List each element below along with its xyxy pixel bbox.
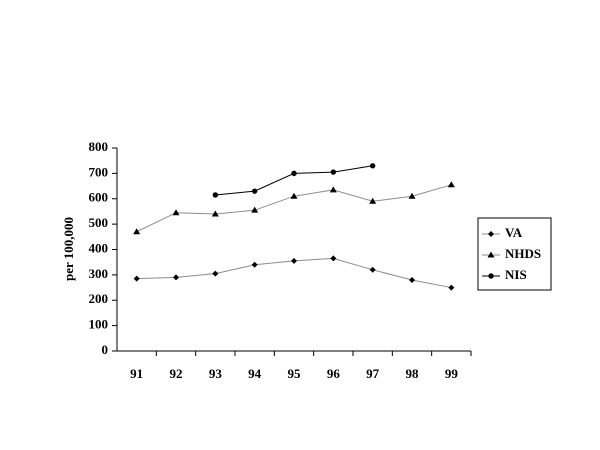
- x-tick-label: 95: [288, 366, 302, 381]
- marker: [369, 163, 376, 169]
- marker: [133, 275, 140, 282]
- x-tick-label: 93: [209, 366, 223, 381]
- y-tick-label: 0: [102, 342, 109, 357]
- x-tick-label: 94: [248, 366, 262, 381]
- marker: [212, 270, 219, 277]
- legend-label: VA: [505, 225, 523, 240]
- x-tick-label: 97: [366, 366, 380, 381]
- x-tick-label: 98: [406, 366, 420, 381]
- marker: [369, 266, 376, 273]
- marker: [212, 192, 219, 198]
- marker: [251, 188, 258, 194]
- marker: [330, 169, 337, 175]
- marker: [369, 197, 377, 204]
- y-tick-label: 800: [89, 139, 109, 154]
- marker: [172, 209, 180, 216]
- x-tick-label: 92: [170, 366, 183, 381]
- marker: [487, 251, 495, 258]
- y-tick-label: 200: [89, 291, 109, 306]
- marker: [133, 228, 141, 235]
- legend-label: NIS: [505, 267, 527, 282]
- line: [136, 184, 452, 233]
- y-tick-label: 600: [89, 190, 109, 205]
- y-axis-label: per 100,000: [61, 217, 76, 281]
- marker: [211, 210, 219, 217]
- marker: [251, 261, 258, 268]
- x-tick-label: 96: [327, 366, 341, 381]
- marker: [173, 274, 179, 281]
- marker: [488, 231, 494, 237]
- line: [215, 165, 373, 196]
- legend-label: NHDS: [505, 246, 541, 261]
- marker: [447, 181, 455, 188]
- marker: [290, 192, 298, 199]
- marker: [488, 273, 494, 279]
- marker: [330, 255, 337, 262]
- x-tick-label: 99: [445, 366, 459, 381]
- marker: [409, 276, 415, 283]
- marker: [291, 170, 297, 177]
- y-tick-label: 400: [89, 240, 109, 255]
- y-tick-label: 700: [89, 164, 109, 179]
- marker: [251, 206, 259, 213]
- x-tick-label: 91: [130, 366, 143, 381]
- marker: [329, 186, 337, 193]
- y-tick-label: 300: [89, 266, 109, 281]
- y-tick-label: 100: [89, 317, 109, 332]
- marker: [408, 192, 416, 199]
- marker: [291, 257, 297, 264]
- y-tick-label: 500: [89, 215, 109, 230]
- marker: [448, 284, 455, 291]
